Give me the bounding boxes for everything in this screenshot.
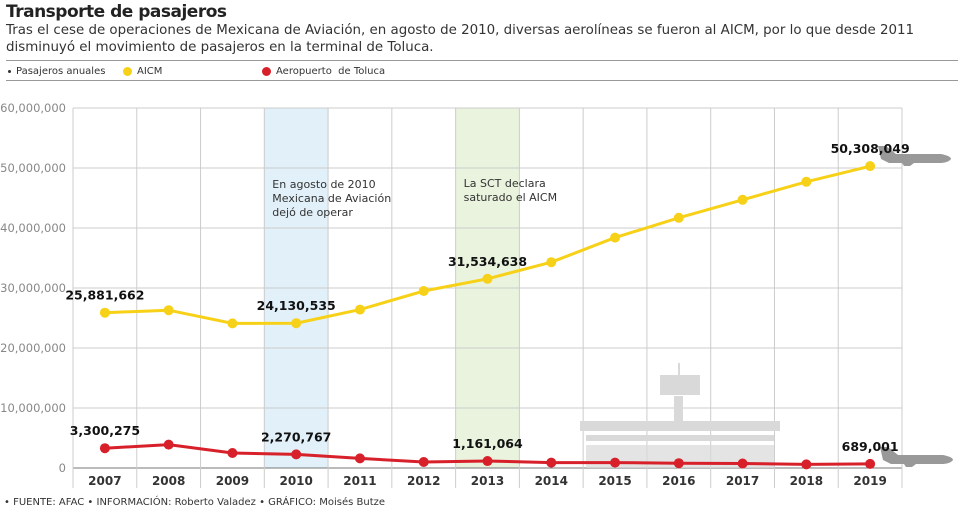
data-label: 3,300,275 <box>70 423 140 438</box>
data-point <box>354 304 365 315</box>
data-point <box>482 456 493 467</box>
y-tick-label: 0 <box>59 461 66 475</box>
y-tick-label: 50,000,000 <box>0 161 66 175</box>
annotation-text: En agosto de 2010 <box>272 178 375 191</box>
x-tick-label: 2017 <box>726 474 759 488</box>
data-point <box>673 458 684 469</box>
data-label: 50,308,049 <box>831 141 910 156</box>
y-tick-label: 10,000,000 <box>0 401 66 415</box>
y-tick-label: 40,000,000 <box>0 221 66 235</box>
airplane-icon <box>880 447 953 467</box>
data-point <box>163 305 174 316</box>
data-point <box>354 453 365 464</box>
x-tick-label: 2010 <box>279 474 312 488</box>
x-tick-label: 2008 <box>152 474 185 488</box>
data-point <box>99 307 110 318</box>
data-point <box>227 448 238 458</box>
data-point <box>610 232 621 243</box>
x-tick-label: 2007 <box>88 474 121 488</box>
terminal-icon <box>586 435 774 441</box>
data-label: 1,161,064 <box>452 436 523 451</box>
data-point <box>546 457 557 468</box>
y-tick-label: 20,000,000 <box>0 341 66 355</box>
x-tick-label: 2018 <box>790 474 823 488</box>
x-tick-label: 2019 <box>853 474 886 488</box>
divider <box>6 80 958 81</box>
legend-label: Pasajeros anuales <box>8 66 105 77</box>
y-tick-label: 30,000,000 <box>0 281 66 295</box>
data-point <box>546 257 557 268</box>
airplane-icon <box>878 146 951 166</box>
data-label: 24,130,535 <box>257 298 336 313</box>
data-point <box>737 194 748 205</box>
data-point <box>99 443 110 454</box>
data-point <box>482 273 493 284</box>
data-label: 689,001 <box>842 439 899 454</box>
annotation-text: Mexicana de Aviación <box>272 192 391 205</box>
data-point <box>801 459 812 470</box>
data-label: 2,270,767 <box>261 429 331 444</box>
y-tick-label: 60,000,000 <box>0 101 66 115</box>
x-tick-label: 2014 <box>535 474 568 488</box>
x-tick-label: 2013 <box>471 474 504 488</box>
x-tick-label: 2012 <box>407 474 440 488</box>
chart-title: Transporte de pasajeros <box>6 2 227 22</box>
data-label: 31,534,638 <box>448 254 527 269</box>
divider <box>6 60 958 61</box>
x-tick-label: 2015 <box>598 474 631 488</box>
terminal-icon <box>580 421 780 431</box>
footer-credits: • FUENTE: AFAC • INFORMACIÓN: Roberto Va… <box>4 497 386 508</box>
data-point <box>737 458 748 469</box>
data-point <box>865 458 876 469</box>
data-point <box>673 212 684 223</box>
x-tick-label: 2009 <box>216 474 249 488</box>
data-point <box>801 176 812 187</box>
data-point <box>418 286 429 296</box>
annotation-text: dejó de operar <box>272 206 353 219</box>
aicm-swatch <box>123 67 132 76</box>
data-point <box>291 318 302 329</box>
data-label: 25,881,662 <box>65 288 144 303</box>
legend-item-toluca: Aeropuerto de Toluca <box>262 66 385 77</box>
data-point <box>291 449 302 460</box>
annotation-text: La SCT declara <box>464 177 546 190</box>
control-tower-icon <box>678 363 680 375</box>
data-point <box>418 457 429 467</box>
x-tick-label: 2016 <box>662 474 695 488</box>
annotation-text: saturado el AICM <box>464 191 557 204</box>
data-point <box>163 439 174 450</box>
legend-item-aicm: AICM <box>123 66 162 77</box>
data-point <box>227 318 238 329</box>
chart-subtitle: Tras el cese de operaciones de Mexicana … <box>6 23 915 55</box>
toluca-swatch <box>262 67 271 76</box>
control-tower-icon <box>674 396 683 421</box>
x-tick-label: 2011 <box>343 474 376 488</box>
data-point <box>610 457 621 468</box>
data-point <box>865 161 876 172</box>
control-tower-icon <box>660 375 700 395</box>
